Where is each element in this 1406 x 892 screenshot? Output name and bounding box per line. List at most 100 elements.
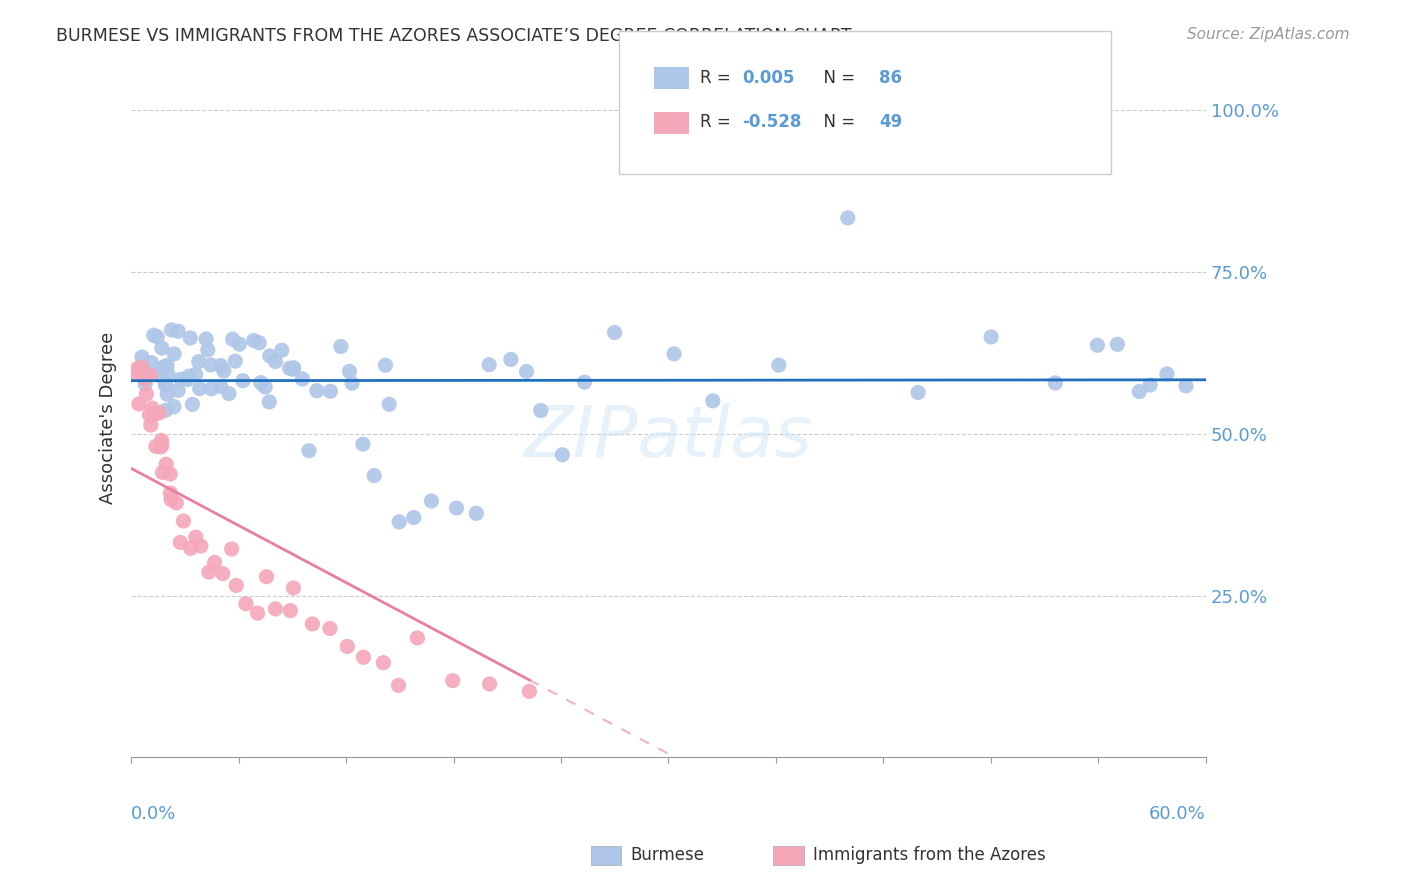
Y-axis label: Associate's Degree: Associate's Degree [100,331,117,504]
Point [319,622,342,636]
Point [180,541,202,556]
Text: Immigrants from the Azores: Immigrants from the Azores [813,847,1046,864]
Point [499,352,522,367]
Point [465,506,488,520]
Text: BURMESE VS IMMIGRANTS FROM THE AZORES ASSOCIATE’S DEGREE CORRELATION CHART: BURMESE VS IMMIGRANTS FROM THE AZORES AS… [56,27,852,45]
Point [167,384,190,398]
Point [157,368,180,382]
Point [170,372,193,386]
Point [339,364,361,378]
Point [145,439,167,453]
Point [131,359,153,374]
Point [281,362,304,376]
Point [247,335,270,350]
Text: N =: N = [813,69,860,87]
Point [153,359,176,374]
Point [134,372,156,386]
Point [603,326,626,340]
Point [156,359,179,373]
Point [283,360,305,375]
Point [195,332,218,346]
Point [148,406,170,420]
Point [420,494,443,508]
Point [319,384,342,399]
Point [165,496,187,510]
Point [127,361,149,376]
Point [270,343,292,358]
Point [478,358,501,372]
Point [142,328,165,343]
Point [228,337,250,351]
Text: -0.528: -0.528 [742,113,801,131]
Point [204,556,226,570]
Point [980,330,1002,344]
Point [128,397,150,411]
Text: 49: 49 [879,113,903,131]
Text: R =: R = [700,113,737,131]
Point [177,372,200,386]
Point [336,640,359,654]
Point [221,332,243,346]
Point [441,673,464,688]
Point [1156,367,1178,381]
Point [298,443,321,458]
Point [530,403,553,417]
Point [209,379,232,393]
Point [662,347,685,361]
Point [172,514,194,528]
Point [152,466,174,480]
Point [145,407,167,421]
Point [235,597,257,611]
Point [200,358,222,372]
Point [141,356,163,370]
Point [352,437,374,451]
Point [141,401,163,416]
Point [179,331,201,345]
Point [184,368,207,382]
Point [221,541,243,556]
Text: 60.0%: 60.0% [1149,805,1206,823]
Point [224,354,246,368]
Point [259,349,281,363]
Point [155,457,177,471]
Point [387,678,409,692]
Point [702,393,724,408]
Point [200,382,222,396]
Point [163,347,186,361]
Point [150,341,173,355]
Point [515,365,537,379]
Point [232,374,254,388]
Point [159,467,181,481]
Point [1045,376,1067,390]
Point [198,565,221,579]
Point [160,492,183,507]
Text: Source: ZipAtlas.com: Source: ZipAtlas.com [1187,27,1350,42]
Point [278,361,301,376]
Point [329,339,352,353]
Point [402,510,425,524]
Point [211,566,233,581]
Point [135,387,157,401]
Point [150,438,173,452]
Point [167,324,190,338]
Point [256,570,278,584]
Point [212,364,235,378]
Point [155,377,177,392]
Point [305,384,328,398]
Point [124,367,146,381]
Point [146,330,169,344]
Point [406,631,429,645]
Point [209,359,232,373]
Point [1139,378,1161,392]
Point [218,386,240,401]
Point [768,358,790,372]
Point [134,377,156,392]
Point [446,501,468,516]
Point [131,364,153,378]
Text: R =: R = [700,69,737,87]
Text: N =: N = [813,113,860,131]
Point [155,377,177,392]
Text: ZIPatlas: ZIPatlas [524,403,813,473]
Point [517,684,540,698]
Point [246,606,269,620]
